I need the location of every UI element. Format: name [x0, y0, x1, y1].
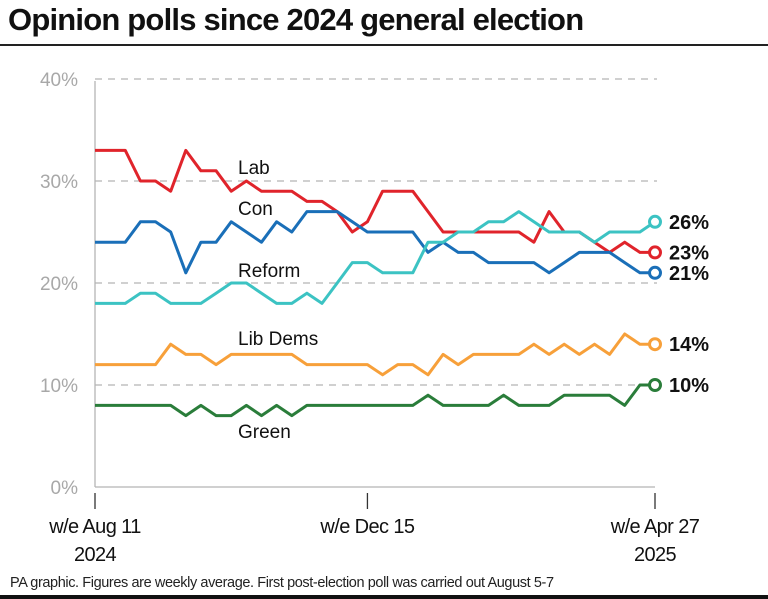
series-name-green: Green: [238, 422, 291, 443]
series-name-lib-dems: Lib Dems: [238, 329, 318, 350]
x-tick-label: w/e Dec 15: [319, 516, 415, 538]
series-name-con: Con: [238, 199, 273, 220]
footer-note: PA graphic. Figures are weekly average. …: [10, 575, 554, 591]
y-tick-label: 10%: [40, 376, 78, 397]
y-tick-label: 20%: [40, 274, 78, 295]
x-tick-label: 2024: [74, 544, 117, 566]
end-marker-lib-dems: [648, 337, 662, 352]
series-line-lib-dems: [95, 332, 655, 377]
end-label-con: 21%: [669, 263, 709, 285]
series-name-reform: Reform: [238, 261, 300, 282]
x-tick-label: w/e Apr 27: [610, 516, 700, 538]
end-label-green: 10%: [669, 375, 709, 397]
end-label-reform: 26%: [669, 212, 709, 234]
end-label-lab: 23%: [669, 242, 709, 264]
end-label-lib-dems: 14%: [669, 334, 709, 356]
y-tick-label: 30%: [40, 172, 78, 193]
series-line-reform: [95, 210, 656, 305]
x-tick-label: w/e Aug 11: [48, 516, 141, 538]
end-marker-reform: [648, 214, 662, 229]
y-tick-label: 40%: [40, 70, 78, 91]
end-marker-lab: [648, 245, 662, 260]
series-line-con: [95, 210, 655, 275]
x-tick-label: 2025: [634, 544, 677, 566]
series-line-lab: [95, 148, 655, 254]
series-line-green: [95, 383, 655, 418]
end-marker-green: [648, 378, 662, 392]
series-name-lab: Lab: [238, 158, 270, 179]
end-marker-con: [648, 265, 662, 280]
chart-title: Opinion polls since 2024 general electio…: [8, 2, 584, 37]
y-tick-label: 0%: [51, 478, 79, 499]
bottom-bar: [0, 595, 768, 599]
title-rule: [0, 44, 768, 46]
